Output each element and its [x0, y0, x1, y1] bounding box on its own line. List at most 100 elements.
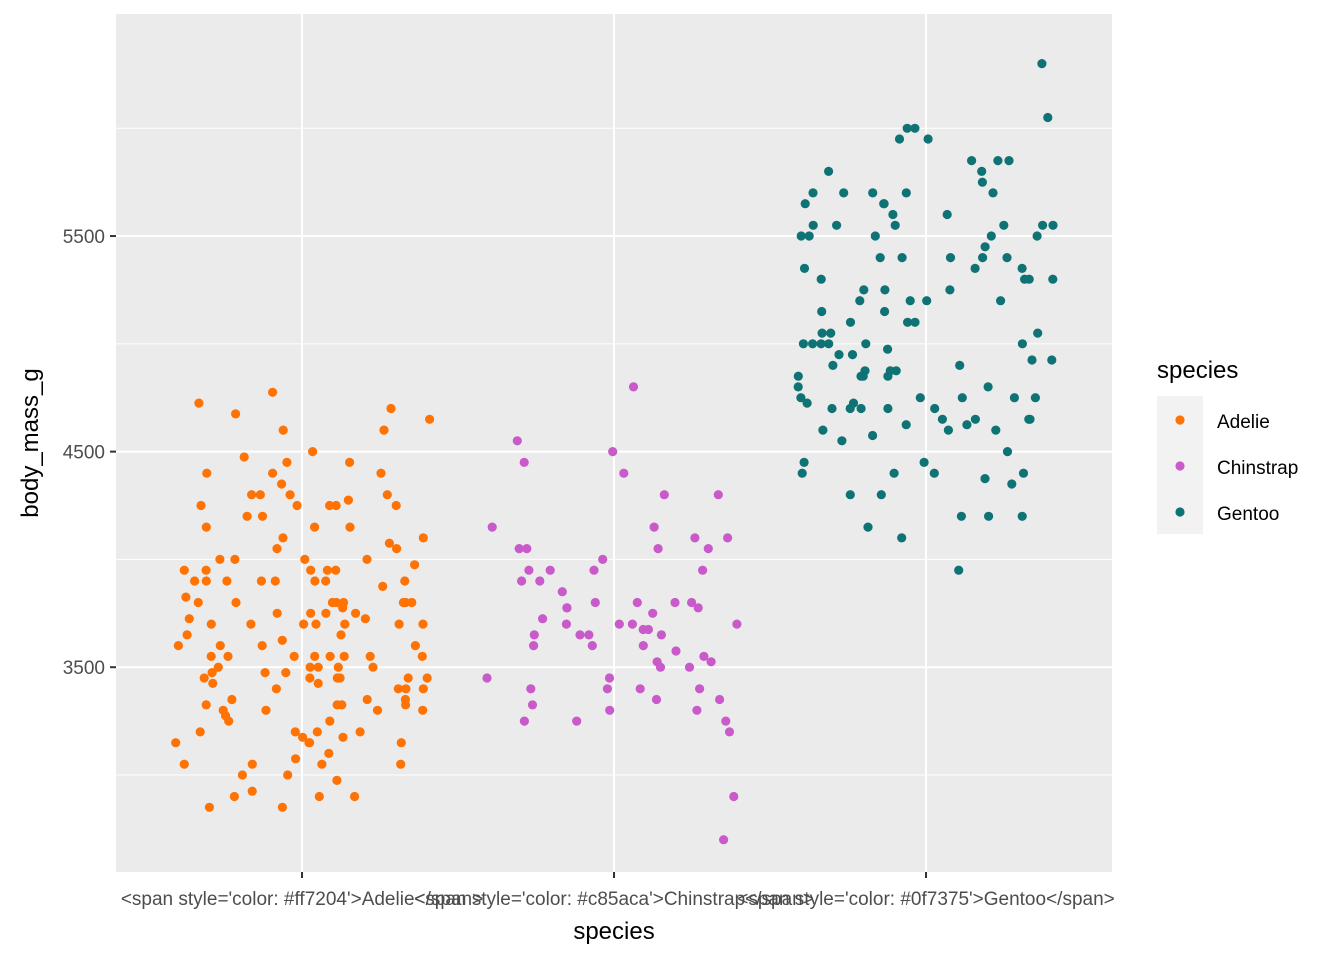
data-point-gentoo — [818, 425, 828, 435]
data-point-chinstrap — [690, 533, 700, 543]
x-tick-label: <span style='color: #ff7204'>Adelie</spa… — [121, 889, 483, 910]
data-point-adelie — [290, 727, 300, 737]
data-point-gentoo — [894, 134, 905, 144]
data-point-adelie — [282, 457, 292, 467]
data-point-gentoo — [1018, 468, 1029, 478]
data-point-adelie — [312, 727, 322, 737]
data-point-chinstrap — [715, 694, 725, 705]
data-point-adelie — [260, 668, 270, 678]
data-point-chinstrap — [604, 673, 615, 683]
data-point-gentoo — [1024, 414, 1034, 424]
data-point-chinstrap — [706, 657, 716, 667]
data-point-gentoo — [880, 285, 890, 295]
data-point-adelie — [184, 614, 194, 624]
data-point-adelie — [173, 641, 183, 651]
data-point-adelie — [418, 619, 428, 629]
data-point-chinstrap — [529, 630, 539, 640]
data-point-adelie — [270, 576, 280, 586]
data-point-adelie — [338, 732, 348, 742]
data-point-adelie — [372, 705, 383, 715]
data-point-gentoo — [970, 263, 980, 273]
data-point-adelie — [222, 576, 232, 586]
data-point-gentoo — [889, 468, 899, 478]
y-axis-title: body_mass_g — [17, 368, 44, 517]
data-point-chinstrap — [651, 694, 662, 705]
data-point-chinstrap — [713, 490, 723, 500]
data-point-gentoo — [954, 565, 964, 575]
data-point-adelie — [215, 554, 225, 565]
data-point-chinstrap — [602, 684, 613, 694]
data-point-gentoo — [824, 339, 834, 349]
data-point-adelie — [379, 425, 389, 435]
data-point-chinstrap — [572, 716, 582, 726]
data-point-chinstrap — [514, 544, 524, 554]
data-point-chinstrap — [635, 684, 645, 694]
data-point-adelie — [331, 597, 341, 608]
data-point-adelie — [256, 576, 266, 586]
data-point-adelie — [407, 597, 417, 608]
data-point-adelie — [179, 565, 189, 575]
legend-entries: Adelie Chinstrap Gentoo — [1175, 412, 1298, 525]
data-point-gentoo — [839, 188, 849, 198]
data-point-adelie — [310, 651, 320, 662]
data-point-gentoo — [1043, 112, 1053, 123]
data-point-chinstrap — [517, 576, 527, 586]
data-point-adelie — [331, 565, 341, 575]
data-point-gentoo — [837, 436, 847, 446]
data-point-adelie — [204, 802, 214, 812]
data-point-chinstrap — [562, 603, 572, 613]
data-point-chinstrap — [703, 544, 713, 554]
data-point-chinstrap — [698, 565, 708, 575]
data-point-gentoo — [915, 393, 925, 403]
data-point-adelie — [321, 608, 331, 618]
data-point-gentoo — [945, 253, 956, 263]
data-point-adelie — [410, 560, 420, 570]
data-point-gentoo — [1047, 355, 1057, 365]
data-point-gentoo — [955, 360, 965, 370]
data-point-adelie — [196, 500, 206, 511]
data-point-adelie — [355, 727, 365, 737]
data-point-gentoo — [793, 382, 803, 392]
data-point-chinstrap — [527, 700, 538, 710]
data-point-adelie — [337, 700, 347, 710]
data-point-adelie — [283, 770, 293, 780]
data-point-adelie — [247, 786, 257, 796]
data-point-adelie — [305, 738, 315, 748]
data-point-adelie — [401, 684, 411, 694]
data-point-chinstrap — [529, 641, 539, 651]
data-point-chinstrap — [575, 630, 585, 640]
data-point-chinstrap — [692, 705, 702, 715]
data-point-gentoo — [980, 474, 990, 484]
data-point-adelie — [268, 387, 278, 397]
data-point-chinstrap — [519, 716, 530, 726]
data-point-adelie — [391, 500, 401, 511]
data-point-adelie — [305, 673, 315, 683]
data-point-adelie — [201, 522, 211, 532]
data-point-adelie — [350, 791, 360, 802]
data-point-adelie — [206, 651, 216, 662]
data-point-adelie — [378, 581, 388, 592]
data-point-adelie — [193, 597, 203, 608]
data-point-adelie — [376, 468, 386, 478]
data-point-gentoo — [957, 393, 967, 403]
data-point-adelie — [237, 770, 247, 780]
data-point-adelie — [268, 468, 278, 478]
data-point-adelie — [239, 452, 249, 462]
legend-key-gentoo — [1175, 507, 1185, 517]
data-point-gentoo — [796, 393, 806, 403]
data-point-gentoo — [977, 166, 987, 176]
data-point-chinstrap — [628, 382, 639, 392]
data-point-adelie — [278, 425, 288, 435]
data-point-gentoo — [945, 285, 955, 295]
data-point-gentoo — [868, 430, 878, 441]
data-point-chinstrap — [638, 641, 648, 651]
data-point-adelie — [331, 500, 341, 511]
data-point-gentoo — [942, 209, 952, 220]
data-point-chinstrap — [638, 624, 648, 635]
data-point-gentoo — [1048, 274, 1058, 284]
data-point-chinstrap — [482, 673, 492, 683]
data-point-gentoo — [1037, 59, 1047, 69]
data-point-gentoo — [845, 490, 855, 500]
data-point-chinstrap — [729, 791, 739, 802]
data-point-adelie — [410, 641, 420, 651]
